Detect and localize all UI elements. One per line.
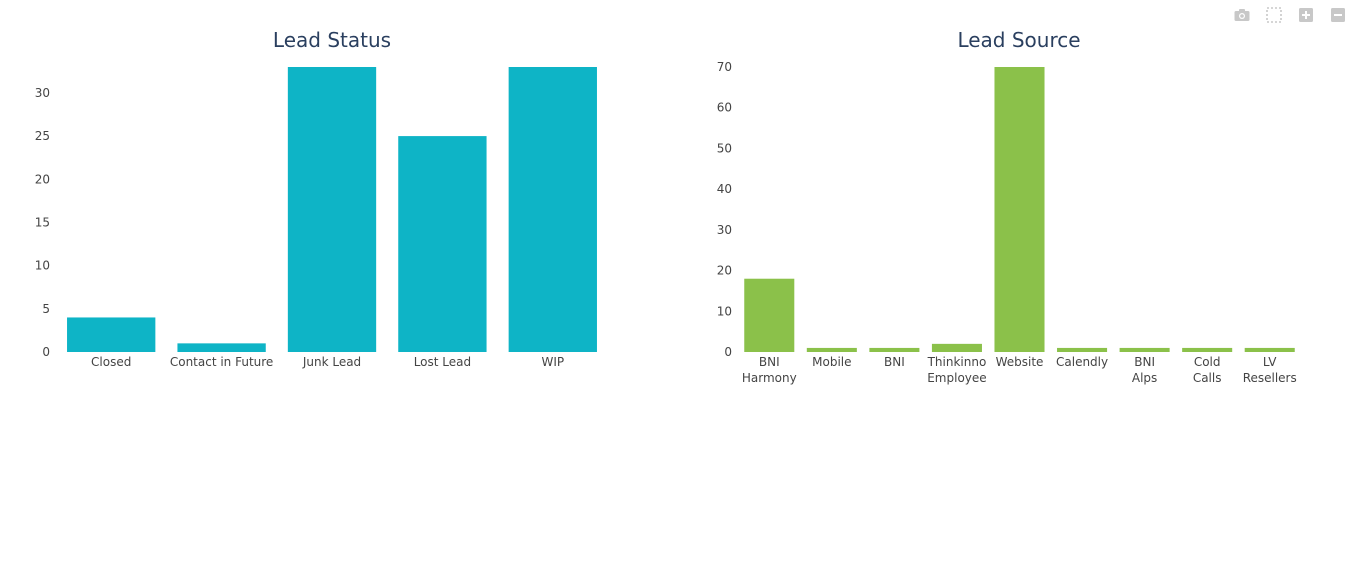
lead-status-ytick-label: 10	[35, 259, 50, 273]
lead-source-bar[interactable]	[744, 278, 795, 352]
modebar	[1233, 6, 1347, 24]
lead-status-ytick-label: 30	[35, 86, 50, 100]
zoom-out-icon[interactable]	[1329, 6, 1347, 24]
lead-status-xtick-label: Contact in Future	[170, 355, 273, 369]
lead-status-ytick-label: 15	[35, 215, 50, 229]
lead-source-ytick-label: 40	[717, 182, 732, 196]
lead-source-bar[interactable]	[931, 343, 982, 352]
lead-status-xtick-label: Lost Lead	[414, 355, 471, 369]
lead-source-xtick-label: Thinkinno Employee	[927, 355, 987, 385]
lead-source-ytick-label: 10	[717, 304, 732, 318]
lead-status-xtick-label: Closed	[91, 355, 131, 369]
lead-status-bar[interactable]	[508, 67, 597, 352]
lead-source-chart: Lead Source 0 10 20 30 40 50 60 70 BNI Harmony Mobi…	[717, 28, 1297, 385]
lead-status-title: Lead Status	[273, 28, 391, 52]
lead-source-ytick-label: 0	[724, 345, 732, 359]
lead-status-ytick-label: 5	[42, 302, 50, 316]
lead-status-ytick-label: 20	[35, 172, 50, 186]
lead-source-xtick-label: Cold Calls	[1193, 355, 1222, 385]
lead-source-bar[interactable]	[869, 347, 920, 352]
lead-status-bar[interactable]	[67, 317, 156, 352]
lead-source-ytick-label: 70	[717, 60, 732, 74]
lead-status-bar[interactable]	[287, 67, 377, 352]
lead-status-xtick-label: Junk Lead	[302, 355, 361, 369]
lead-source-bar[interactable]	[1119, 347, 1170, 352]
box-select-icon[interactable]	[1265, 6, 1283, 24]
lead-status-xtick-label: WIP	[541, 355, 564, 369]
lead-source-bar[interactable]	[806, 347, 857, 352]
lead-source-ytick-label: 20	[717, 264, 732, 278]
lead-status-ytick-label: 0	[42, 345, 50, 359]
lead-status-bar[interactable]	[398, 136, 487, 352]
lead-status-bar[interactable]	[177, 343, 266, 352]
lead-source-xtick-label: Calendly	[1056, 355, 1108, 369]
lead-source-ytick-label: 30	[717, 223, 732, 237]
lead-source-xtick-label: BNI Harmony	[742, 355, 797, 385]
zoom-in-icon[interactable]	[1297, 6, 1315, 24]
lead-status-chart: Lead Status 0 5 10 15 20 25 30 Closed Contact in …	[35, 28, 597, 369]
lead-source-bar[interactable]	[1182, 347, 1233, 352]
lead-source-bar[interactable]	[1244, 347, 1295, 352]
lead-source-bar[interactable]	[1057, 347, 1108, 352]
lead-source-xtick-label: LV Resellers	[1243, 355, 1297, 385]
lead-source-title: Lead Source	[957, 28, 1080, 52]
lead-source-ytick-label: 60	[717, 101, 732, 115]
lead-source-bar[interactable]	[994, 67, 1045, 352]
camera-icon[interactable]	[1233, 6, 1251, 24]
lead-source-xtick-label: Mobile	[812, 355, 851, 369]
lead-source-ytick-label: 50	[717, 141, 732, 155]
lead-source-xtick-label: BNI	[884, 355, 905, 369]
lead-source-xtick-label: BNI Alps	[1132, 355, 1157, 385]
lead-source-xtick-label: Website	[996, 355, 1044, 369]
lead-status-ytick-label: 25	[35, 129, 50, 143]
